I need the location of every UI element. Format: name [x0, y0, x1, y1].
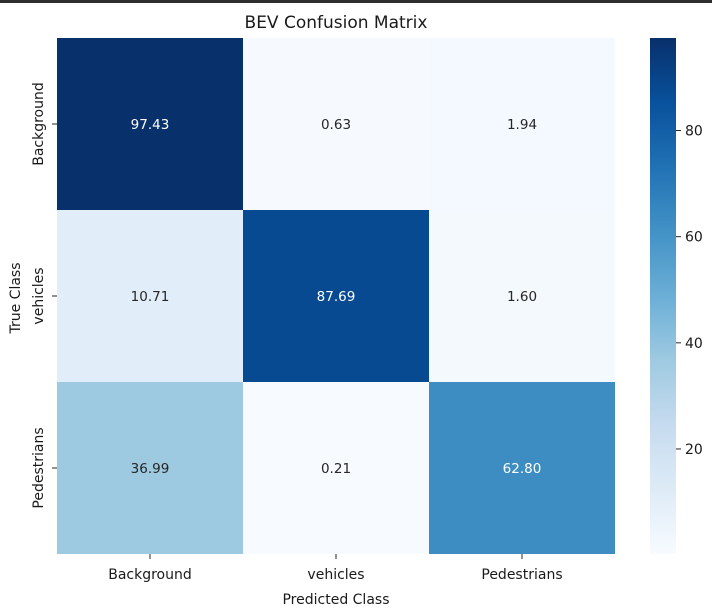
y-tick-label: Background — [31, 82, 47, 166]
cell-value-label: 0.63 — [321, 117, 351, 133]
heatmap-cell — [57, 382, 243, 554]
colorbar-axis: 20 40 60 80 — [676, 124, 703, 458]
cell-value-label: 10.71 — [131, 289, 170, 305]
heatmap-cell — [429, 382, 615, 554]
colorbar — [650, 38, 676, 554]
heatmap-cell — [57, 38, 243, 210]
cell-value-label: 87.69 — [317, 289, 356, 305]
heatmap-cell — [243, 210, 429, 382]
chart-title: BEV Confusion Matrix — [245, 13, 428, 33]
cell-value-label: 1.60 — [507, 289, 537, 305]
cell-value-label: 97.43 — [131, 117, 170, 133]
heatmap-cells: 97.43 0.63 1.94 10.71 87.69 1.60 36.99 0.21 62.8… — [57, 38, 615, 554]
cell-value-label: 62.80 — [503, 461, 542, 477]
x-axis-label: Predicted Class — [282, 592, 389, 608]
heatmap-cell — [57, 210, 243, 382]
colorbar-tick-label: 40 — [685, 336, 703, 352]
x-tick-label: vehicles — [307, 567, 364, 583]
cell-value-label: 0.21 — [321, 461, 351, 477]
x-tick-label: Pedestrians — [481, 567, 562, 583]
y-axis-label: True Class — [8, 262, 24, 334]
x-axis: Background vehicles Pedestrians — [108, 554, 563, 583]
y-axis: Background vehicles Pedestrians — [31, 82, 57, 509]
heatmap-cell — [243, 382, 429, 554]
colorbar-tick-label: 20 — [685, 442, 703, 458]
x-tick-label: Background — [108, 567, 192, 583]
y-tick-label: vehicles — [31, 267, 47, 324]
heatmap-cell — [243, 38, 429, 210]
heatmap-cell — [429, 210, 615, 382]
heatmap-cell — [429, 38, 615, 210]
cell-value-label: 36.99 — [131, 461, 170, 477]
window-top-border — [0, 0, 712, 3]
colorbar-tick-label: 60 — [685, 230, 703, 246]
y-tick-label: Pedestrians — [31, 427, 47, 508]
cell-value-label: 1.94 — [507, 117, 537, 133]
colorbar-tick-label: 80 — [685, 124, 703, 140]
